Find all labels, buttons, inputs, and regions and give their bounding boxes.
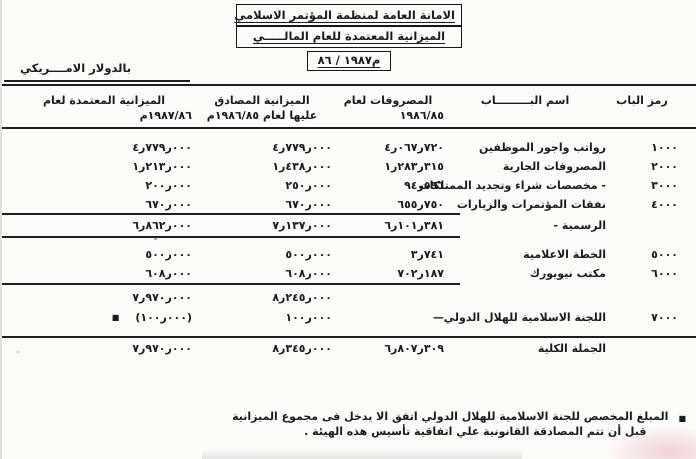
- empty-cell: [606, 337, 678, 361]
- col-header-approved-words: عليها لعام: [262, 109, 318, 122]
- adopted-value: ٤ر٧٧٩ر٠٠٠: [132, 141, 192, 154]
- chapter-name-wrap: الرسمية -: [553, 219, 607, 232]
- approved-value: ٦٠٨ر٠٠٠: [285, 267, 332, 280]
- spacer: [16, 328, 678, 337]
- adopted-value-cell: (١٠٠ر٠٠٠) ■: [16, 307, 192, 328]
- col-header-adopted-year: م١٩٨٧/٨٦: [139, 109, 192, 122]
- subtotal1-top-rule: [2, 213, 460, 215]
- chapter-code: ٦٠٠٠: [651, 267, 678, 280]
- adopted-value: ٥٠٠ر٠٠٠: [145, 248, 192, 261]
- adopted-value: ٢٠٠ر٠٠٠: [145, 179, 192, 192]
- adopted-subtotal: ٧ر٩٧٠ر٠٠٠: [132, 291, 192, 304]
- table-header-bottom-rule: [2, 127, 696, 129]
- chapter-name: اللجنة الاسلامية للهلال الدولي: [443, 311, 606, 324]
- scan-smudge: [606, 425, 696, 459]
- expenses-value: ٤ر٠٦٧ر٧٢٠: [384, 141, 444, 154]
- chapter-code: ٧٠٠٠: [651, 311, 678, 324]
- adopted-subtotal: ٦ر٨٦٢ر٠٠٠: [132, 219, 192, 232]
- footnote-line2: قبل أن تتم المصادقة القانونية علي اتفاقي…: [304, 424, 647, 438]
- grand-total-top-rule: [2, 336, 696, 338]
- col-header-expenses-line1: المصروفات لعام: [343, 94, 433, 107]
- scan-speck: [154, 237, 157, 240]
- col-header-expenses-year: ١٩٨٦/٨٥: [399, 109, 444, 122]
- col-header-approved-year: م١٩٨٦/٨٥: [206, 109, 260, 122]
- org-title-box: الامانة العامة لمنظمة المؤتمر الاسلامي: [234, 4, 462, 27]
- empty-cell: [606, 214, 678, 237]
- approved-grand-total: ٨ر٣٤٥ر٠٠٠: [272, 342, 332, 355]
- approved-value: ٦٧٠ر٠٠٠: [285, 198, 332, 211]
- chapter-name: مكتب نيويورك: [529, 267, 606, 280]
- footnote-text: المبلغ المخصص للجنة الاسلامية للهلال الد…: [232, 410, 668, 439]
- chapter-name: المصروفات الجارية: [502, 160, 606, 173]
- expenses-subtotal: ٦ر١٠١ر٣٨١: [384, 219, 444, 232]
- table-header-top-rule: [2, 84, 696, 86]
- col-header-adopted-line1: الميزانية المعتمدة لعام: [42, 94, 166, 107]
- fiscal-year: ٨٦ / ١٩٨٧م: [317, 53, 381, 68]
- footnote-line1: المبلغ المخصص للجنة الاسلامية للهلال الد…: [232, 410, 669, 423]
- col-header-approved-line2: عليها لعام م١٩٨٦/٨٥: [192, 108, 332, 123]
- expenses-value: ٣ر٧٤١: [410, 248, 444, 261]
- expenses-value: ٦٥٥ر٧٥٠: [397, 198, 444, 211]
- col-header-approved-line1: الميزانية المصادق: [214, 94, 310, 107]
- col-header-approved: الميزانية المصادق عليها لعام م١٩٨٦/٨٥: [192, 84, 332, 127]
- footnote-marker-icon: ■: [111, 312, 120, 322]
- budget-table: رمز الباب اسم البـــــــــاب المصروفات ل…: [2, 84, 696, 361]
- adopted-value-parenthesized: (١٠٠ر٠٠٠): [135, 311, 192, 324]
- doc-title: الميزانية المعتمدة للعام المالـــــي: [252, 29, 446, 44]
- subtotal1-bottom-rule: [2, 236, 460, 238]
- approved-value: ٥٠٠ر٠٠٠: [285, 248, 332, 261]
- chapter-name: الخطة الاعلامية: [523, 248, 606, 261]
- doc-title-box: الميزانية المعتمدة للعام المالـــــي: [236, 25, 462, 49]
- adopted-grand-total: ٧ر٩٧٠ر٠٠٠: [132, 342, 192, 355]
- chapter-code: ٤٠٠٠: [651, 198, 678, 211]
- chapter-code: ٥٠٠٠: [651, 248, 678, 261]
- empty-cell: [332, 289, 444, 307]
- adopted-value: ٦٧٠ر٠٠٠: [145, 198, 192, 211]
- col-header-expenses: المصروفات لعام ١٩٨٦/٨٥: [332, 84, 444, 127]
- approved-subtotal: ٨ر٢٤٥ر٠٠٠: [272, 291, 332, 304]
- grand-total-label: الجملة الكلية: [537, 342, 606, 355]
- spacer: [16, 127, 678, 138]
- approved-value: ٤ر٧٧٩ر٠٠٠: [272, 141, 332, 154]
- expenses-value: ٧٠٢ر١٨٧: [397, 267, 444, 280]
- approved-value: ٢٥٠ر٠٠٠: [285, 179, 332, 192]
- col-header-code: رمز الباب: [616, 94, 668, 107]
- chapter-code: ١٠٠٠: [651, 141, 678, 154]
- chapter-code: ٢٠٠٠: [651, 160, 678, 173]
- col-header-adopted: الميزانية المعتمدة لعام م١٩٨٧/٨٦: [16, 84, 192, 127]
- approved-value: ١٠٠ر٠٠٠: [285, 311, 332, 324]
- approved-subtotal: ٧ر١٣٧ر٠٠٠: [272, 219, 332, 232]
- adopted-value: ٦٠٨ر٠٠٠: [145, 267, 192, 280]
- expenses-value: ٩٤ر٥٩٦: [404, 179, 444, 192]
- footnote: ■ المبلغ المخصص للجنة الاسلامية للهلال ا…: [12, 410, 686, 439]
- col-header-name: اسم البـــــــــاب: [480, 94, 570, 107]
- empty-cell: [444, 289, 606, 307]
- fiscal-year-box: ٨٦ / ١٩٨٧م: [307, 51, 391, 72]
- footnote-marker-icon: ■: [678, 414, 686, 423]
- chapter-name: - مخصصات شراء وتجديد الممتلكات: [418, 179, 606, 192]
- chapter-name: نفقات المؤتمرات والزيارات: [456, 198, 606, 211]
- org-title: الامانة العامة لمنظمة المؤتمر الاسلامي: [234, 8, 455, 22]
- adopted-value: ١ر٢١٣ر٠٠٠: [132, 160, 192, 173]
- chapter-code: ٣٠٠٠: [651, 179, 678, 192]
- scan-speck: [17, 351, 19, 353]
- empty-cell: [606, 289, 678, 307]
- document-header: الامانة العامة لمنظمة المؤتمر الاسلامي ا…: [2, 4, 696, 72]
- spacer: [16, 237, 678, 245]
- subtotal2-top-rule: [2, 283, 460, 285]
- currency-underline: [4, 80, 190, 82]
- currency-note: بالدولار الامــــريكي: [20, 61, 132, 75]
- approved-value: ١ر٤٣٨ر٠٠٠: [272, 160, 332, 173]
- scan-smudge: [202, 449, 522, 459]
- expenses-value: ١ر٢٨٣ر٣١٥: [384, 160, 444, 173]
- expenses-dash: —: [433, 311, 444, 324]
- expenses-grand-total: ٦ر٨٠٧ر٣٠٩: [384, 342, 444, 355]
- chapter-name: رواتب واجور الموظفين: [479, 141, 606, 154]
